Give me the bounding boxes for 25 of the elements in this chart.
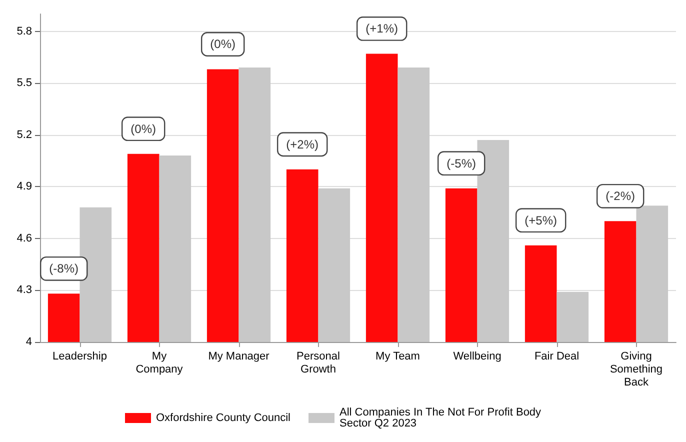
annotation: (0%) [130,122,156,136]
annotation: (0%) [210,37,236,52]
x-tick-label: Leadership [52,350,107,362]
x-tick-label: Giving Something Back [610,350,663,388]
annotation: (-8%) [49,262,79,276]
x-tick-label: Personal Growth [296,350,340,376]
annotation: (+2%) [286,137,319,152]
annotation: (+5%) [524,213,558,228]
y-tick-label: 4.9 [16,180,32,193]
x-tick-label: My Manager [208,350,270,362]
y-tick-label: 5.2 [16,128,32,141]
x-tick-label: Wellbeing [453,350,502,362]
legend-label: All Companies In The Not For Profit Body Sector Q2 2023 [340,406,544,430]
annotation: (-5%) [446,156,476,170]
y-tick-label: 5.8 [16,25,32,38]
y-tick-label: 4.3 [16,284,32,296]
x-tick-label: My Team [376,350,420,362]
annotation: (+1%) [366,22,398,36]
x-tick-label: My Company [136,350,184,376]
x-tick-label: Fair Deal [534,350,580,362]
legend-label: Oxfordshire County Council [156,412,291,424]
y-tick-label: 5.5 [16,77,32,90]
y-tick-label: 4 [26,336,32,348]
y-tick-label: 4.6 [16,232,32,244]
annotation: (-2%) [606,189,636,204]
